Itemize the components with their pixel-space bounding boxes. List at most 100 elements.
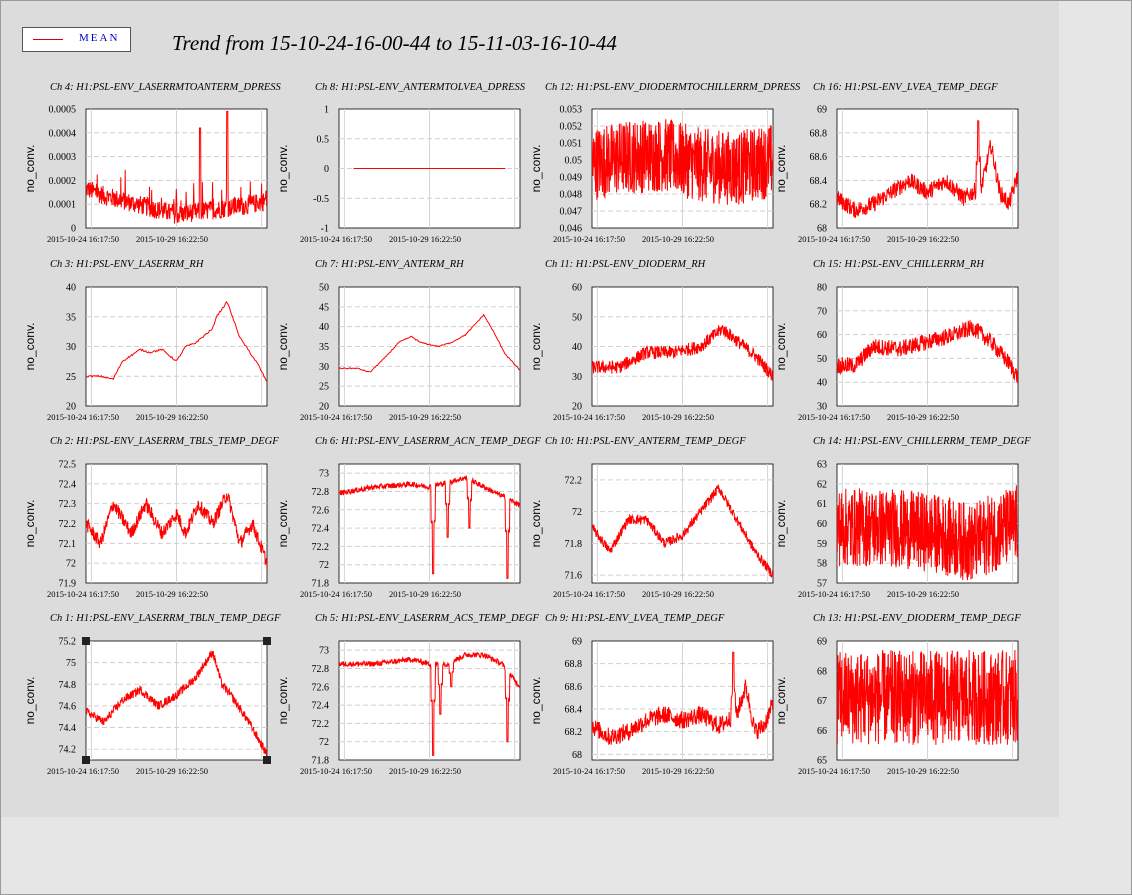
chart-title: Ch 4: H1:PSL-ENV_LASERRMTOANTERM_DPRESS: [50, 82, 282, 93]
data-series-line: [86, 300, 267, 382]
y-tick-label: 68.8: [810, 128, 828, 139]
chart-title: Ch 8: H1:PSL-ENV_ANTERMTOLVEA_DPRESS: [315, 82, 526, 93]
selection-handle[interactable]: [82, 637, 90, 645]
y-tick-label: 62: [817, 479, 827, 490]
chart-panel: Ch 8: H1:PSL-ENV_ANTERMTOLVEA_DPRESS -1 -0…: [276, 82, 526, 244]
legend-label: MEAN: [79, 32, 120, 44]
chart-panel: Ch 12: H1:PSL-ENV_DIODERMTOCHILLERRM_DPR…: [529, 82, 801, 244]
selection-handle[interactable]: [82, 756, 90, 764]
y-axis-label: no_conv.: [276, 677, 290, 725]
y-tick-label: 72.1: [59, 539, 77, 550]
y-tick-label: 25: [319, 382, 329, 393]
x-tick-label: 2015-10-29 16:22:50: [642, 766, 714, 776]
chart-title: Ch 3: H1:PSL-ENV_LASERRM_RH: [50, 259, 205, 270]
y-tick-label: 80: [817, 283, 827, 294]
chart-panel: Ch 7: H1:PSL-ENV_ANTERM_RH 20 25 30 35 40 45 50…: [276, 259, 521, 422]
y-tick-label: 58: [817, 559, 827, 570]
data-series-line: [592, 119, 773, 205]
y-tick-label: 30: [572, 372, 582, 383]
y-axis-label: no_conv.: [276, 323, 290, 371]
y-axis-label: no_conv.: [774, 145, 788, 193]
chart-title: Ch 13: H1:PSL-ENV_DIODERM_TEMP_DEGF: [813, 613, 1021, 624]
chart-title: Ch 1: H1:PSL-ENV_LASERRM_TBLN_TEMP_DEGF: [50, 613, 281, 624]
y-tick-label: 67: [817, 696, 827, 707]
y-tick-label: 69: [817, 105, 827, 116]
y-axis-label: no_conv.: [276, 145, 290, 193]
chart-panel: Ch 15: H1:PSL-ENV_CHILLERRM_RH 30 40 50 60 70…: [774, 259, 1019, 422]
y-tick-label: 40: [319, 322, 329, 333]
y-tick-label: 68: [817, 224, 827, 235]
chart-title: Ch 15: H1:PSL-ENV_CHILLERRM_RH: [813, 259, 985, 270]
y-tick-label: 63: [817, 460, 827, 471]
y-tick-label: 68.2: [565, 727, 583, 738]
y-axis-label: no_conv.: [529, 677, 543, 725]
chart-title: Ch 5: H1:PSL-ENV_LASERRM_ACS_TEMP_DEGF: [315, 613, 540, 624]
y-tick-label: 72.2: [312, 719, 330, 730]
data-series-line: [86, 492, 267, 570]
y-tick-label: 71.8: [565, 539, 583, 550]
chart-panel: Ch 1: H1:PSL-ENV_LASERRM_TBLN_TEMP_DEGF 7…: [23, 613, 281, 776]
y-tick-label: 59: [817, 539, 827, 550]
y-tick-label: 20: [66, 402, 76, 413]
page-title: Trend from 15-10-24-16-00-44 to 15-11-03…: [172, 31, 617, 55]
y-tick-label: 40: [817, 378, 827, 389]
y-tick-label: 66: [817, 726, 827, 737]
data-series-line: [837, 120, 1018, 218]
y-tick-label: 25: [66, 372, 76, 383]
x-tick-label: 2015-10-29 16:22:50: [136, 766, 208, 776]
legend-line-swatch: [33, 39, 63, 40]
y-tick-label: 35: [66, 312, 76, 323]
data-series-line: [592, 325, 773, 381]
chart-panel: Ch 2: H1:PSL-ENV_LASERRM_TBLS_TEMP_DEGF 7…: [23, 436, 279, 599]
y-tick-label: 68.4: [565, 705, 583, 716]
y-tick-label: 1: [324, 105, 329, 116]
x-tick-label: 2015-10-24 16:17:50: [798, 234, 870, 244]
y-tick-label: 72: [66, 559, 76, 570]
y-tick-label: 0: [324, 164, 329, 175]
y-tick-label: 68: [817, 666, 827, 677]
y-tick-label: 73: [319, 646, 329, 657]
x-tick-label: 2015-10-24 16:17:50: [553, 589, 625, 599]
y-tick-label: 68.4: [810, 176, 828, 187]
x-tick-label: 2015-10-24 16:17:50: [553, 234, 625, 244]
y-tick-label: 61: [817, 499, 827, 510]
chart-panel: Ch 3: H1:PSL-ENV_LASERRM_RH 20 25 30 35 40 201…: [23, 259, 268, 422]
y-tick-label: 73: [319, 469, 329, 480]
y-tick-label: 0.0005: [49, 105, 77, 116]
y-tick-label: 72.5: [59, 460, 77, 471]
selection-handle[interactable]: [263, 637, 271, 645]
y-tick-label: 60: [572, 283, 582, 294]
y-tick-label: 20: [319, 402, 329, 413]
y-tick-label: 0.047: [560, 207, 583, 218]
selection-handle[interactable]: [263, 756, 271, 764]
chart-panel: Ch 5: H1:PSL-ENV_LASERRM_ACS_TEMP_DEGF 71…: [276, 613, 540, 776]
y-tick-label: 0.5: [317, 134, 330, 145]
x-tick-label: 2015-10-24 16:17:50: [798, 412, 870, 422]
chart-panel: Ch 14: H1:PSL-ENV_CHILLERRM_TEMP_DEGF 57 5…: [774, 436, 1031, 599]
chart-title: Ch 6: H1:PSL-ENV_LASERRM_ACN_TEMP_DEGF: [315, 436, 541, 447]
x-tick-label: 2015-10-29 16:22:50: [887, 766, 959, 776]
x-tick-label: 2015-10-24 16:17:50: [47, 234, 119, 244]
x-tick-label: 2015-10-29 16:22:50: [887, 412, 959, 422]
x-tick-label: 2015-10-29 16:22:50: [136, 412, 208, 422]
y-tick-label: 50: [319, 283, 329, 294]
y-axis-label: no_conv.: [774, 500, 788, 548]
y-tick-label: 0.0003: [49, 152, 77, 163]
x-tick-label: 2015-10-29 16:22:50: [389, 589, 461, 599]
y-tick-label: 0.05: [565, 156, 583, 167]
chart-panel: Ch 11: H1:PSL-ENV_DIODERM_RH 20 30 40 50 60 20…: [529, 259, 774, 422]
data-series-line: [86, 110, 267, 224]
y-tick-label: 72.6: [312, 505, 330, 516]
y-tick-label: 72.3: [59, 499, 77, 510]
x-tick-label: 2015-10-24 16:17:50: [47, 766, 119, 776]
y-axis-label: no_conv.: [23, 677, 37, 725]
y-tick-label: 30: [817, 402, 827, 413]
y-tick-label: 74.6: [59, 701, 77, 712]
y-tick-label: 75.2: [59, 637, 77, 648]
y-tick-label: 57: [817, 579, 827, 590]
x-tick-label: 2015-10-24 16:17:50: [47, 589, 119, 599]
y-tick-label: 0.053: [560, 105, 583, 116]
y-tick-label: 65: [817, 756, 827, 767]
x-tick-label: 2015-10-24 16:17:50: [47, 412, 119, 422]
